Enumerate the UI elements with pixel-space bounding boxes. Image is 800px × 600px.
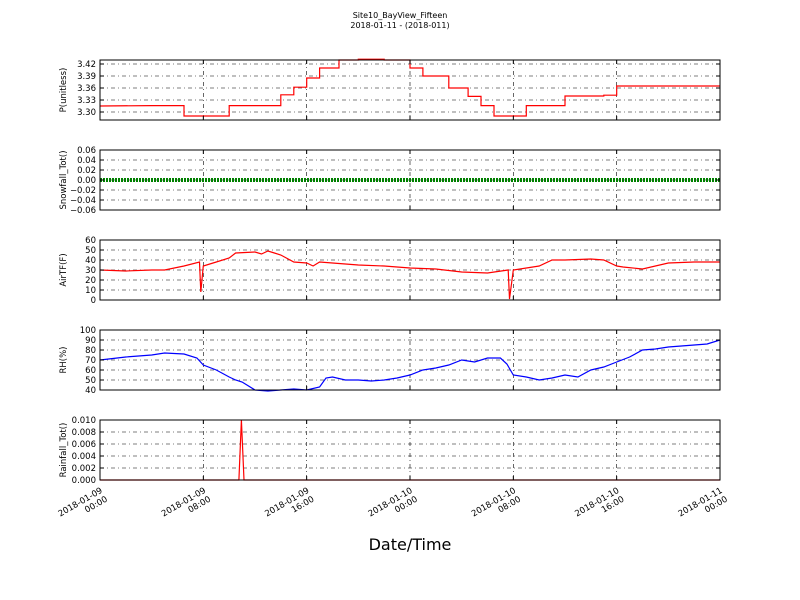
y-tick-label: 20 bbox=[85, 276, 96, 286]
y-tick-label: 0.00 bbox=[77, 176, 96, 186]
y-tick-label: 50 bbox=[85, 376, 96, 386]
y-tick-label: 0.004 bbox=[72, 452, 96, 462]
y-tick-label: 0.006 bbox=[72, 440, 96, 450]
y-tick-label: 0.008 bbox=[72, 428, 96, 438]
y-axis-label: Rainfall_Tot() bbox=[59, 423, 69, 478]
chart-title: Site10_BayView_Fifteen bbox=[352, 11, 448, 20]
y-tick-label: −0.06 bbox=[70, 206, 96, 216]
x-tick-label: 2018-01-0916:00 bbox=[263, 486, 316, 528]
x-tick-label: 2018-01-1008:00 bbox=[470, 486, 523, 528]
y-tick-label: 3.36 bbox=[77, 84, 96, 94]
y-tick-label: 0.002 bbox=[72, 464, 96, 474]
y-tick-label: 0 bbox=[91, 296, 96, 306]
y-tick-label: 80 bbox=[85, 346, 96, 356]
y-tick-label: 50 bbox=[85, 246, 96, 256]
y-axis-label: P(unitless) bbox=[59, 68, 69, 113]
y-tick-label: 3.30 bbox=[77, 108, 96, 118]
y-tick-label: 0.02 bbox=[77, 166, 96, 176]
y-tick-label: 90 bbox=[85, 336, 96, 346]
x-tick-label: 2018-01-1000:00 bbox=[367, 486, 420, 528]
x-tick-label: 2018-01-1100:00 bbox=[677, 486, 730, 528]
x-tick-label: 2018-01-0900:00 bbox=[57, 486, 110, 528]
y-tick-label: 60 bbox=[85, 236, 96, 246]
y-axis-label: AirTF(F) bbox=[59, 253, 69, 286]
y-tick-label: 3.39 bbox=[77, 72, 96, 82]
y-axis-label: RH(%) bbox=[59, 346, 69, 373]
y-tick-label: 40 bbox=[85, 386, 96, 396]
y-axis-label: Snowfall_Tot() bbox=[59, 150, 69, 209]
series-line bbox=[99, 250, 720, 300]
y-tick-label: 60 bbox=[85, 366, 96, 376]
y-tick-label: 100 bbox=[80, 326, 96, 336]
y-tick-label: −0.04 bbox=[70, 196, 96, 206]
y-tick-label: 30 bbox=[85, 266, 96, 276]
y-tick-label: 40 bbox=[85, 256, 96, 266]
y-tick-label: 70 bbox=[85, 356, 96, 366]
y-tick-label: 0.06 bbox=[77, 146, 96, 156]
x-axis-label: Date/Time bbox=[369, 535, 452, 554]
chart-subtitle: 2018-01-11 - (2018-011) bbox=[350, 21, 450, 30]
x-tick-label: 2018-01-1016:00 bbox=[573, 486, 626, 528]
y-tick-label: 0.010 bbox=[72, 416, 96, 426]
y-tick-label: 3.42 bbox=[77, 60, 96, 70]
y-tick-label: 10 bbox=[85, 286, 96, 296]
x-tick-label: 2018-01-0908:00 bbox=[160, 486, 213, 528]
y-tick-label: 0.04 bbox=[77, 156, 96, 166]
y-tick-label: 3.33 bbox=[77, 96, 96, 106]
y-tick-label: 0.000 bbox=[72, 476, 96, 486]
series-line bbox=[99, 339, 721, 392]
y-tick-label: −0.02 bbox=[70, 186, 96, 196]
